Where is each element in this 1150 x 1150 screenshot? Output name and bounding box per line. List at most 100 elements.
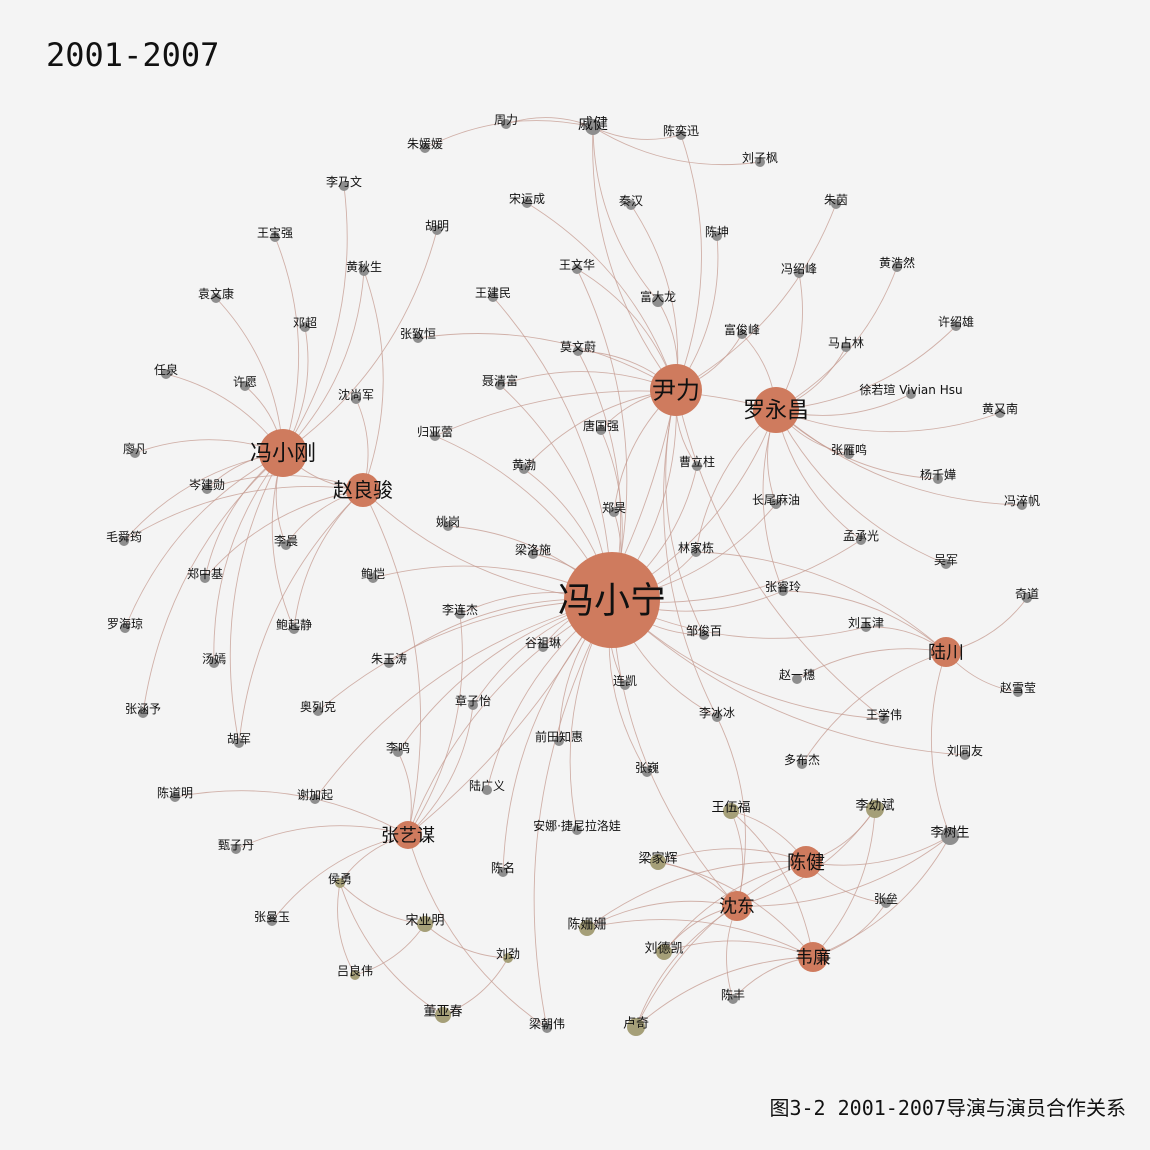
node-circle (488, 292, 498, 302)
node-label: 黄秋生 (346, 260, 382, 274)
node-circle (712, 231, 722, 241)
edge-wei_lian-lu_qi (635, 956, 814, 1028)
node-circle (841, 342, 851, 352)
node-label: 梁洛施 (515, 542, 551, 557)
edge-feng_xiaogang-huang_qiusheng (282, 270, 365, 454)
node-label: 陈道明 (157, 785, 193, 800)
node-xu-shaoxiong: 许绍雄 (938, 314, 974, 331)
node-wang-wufu: 王伍福 (711, 801, 751, 819)
node-circle (755, 157, 765, 167)
node-lv-liangwei: 吕良伟 (337, 963, 373, 980)
node-label: 谢加起 (297, 787, 333, 802)
node-circle (676, 130, 686, 140)
node-circle (794, 268, 804, 278)
node-circle (753, 387, 799, 433)
node-lin-jiadong: 林家栋 (678, 540, 714, 557)
node-label: 陈奕迅 (663, 123, 699, 138)
node-circle (771, 499, 781, 509)
node-circle (231, 844, 241, 854)
node-circle (368, 573, 378, 583)
node-label: 李连杰 (442, 602, 478, 617)
node-label: 宋运成 (509, 191, 545, 206)
node-circle (573, 346, 583, 356)
node-zhang-zhiheng: 张致恒 (400, 327, 436, 343)
node-circle (798, 942, 828, 972)
node-cao-lizhu: 曹立柱 (679, 454, 715, 471)
node-label: 冯淬帆 (1004, 493, 1040, 508)
node-label: 张致恒 (400, 327, 436, 341)
node-circle (892, 262, 902, 272)
node-gui-yalei: 归亚蕾 (417, 425, 453, 441)
edge-feng_xiaoning-xie_jiaqi (314, 599, 613, 800)
node-label: 陈姗姗 (567, 917, 606, 933)
node-xu-ruoxuan: 徐若瑄 Vivian Hsu (859, 382, 963, 399)
node-circle (240, 381, 250, 391)
node-huang-haoran: 黄浩然 (879, 255, 915, 272)
edge-hou_yong-dong_yachun (339, 882, 444, 1016)
node-circle (528, 549, 538, 559)
node-label: 王建民 (475, 286, 511, 300)
node-label: 黄又南 (982, 401, 1018, 416)
node-chen-feng: 陈丰 (721, 987, 745, 1004)
node-bao-qijing: 鲍起静 (276, 618, 312, 634)
node-circle (1017, 500, 1027, 510)
node-label: 王宝强 (257, 226, 293, 240)
node-label: 戚健 (578, 114, 608, 132)
edge-yin_li-zhang_zhiheng (417, 333, 677, 391)
node-xu-yuan: 许愿 (233, 375, 257, 391)
node-label: 吕良伟 (337, 963, 373, 978)
edge-shen_dong-li_shusheng (736, 835, 951, 907)
node-circle (699, 630, 709, 640)
edge-luo_yongchang-feng_zhengfan (775, 409, 1023, 506)
node-li-youbin: 李幼斌 (855, 799, 895, 818)
node-label: 陆川 (928, 642, 964, 663)
edge-wei_lian-li_shusheng (812, 835, 951, 958)
node-label: 朱玉涛 (371, 651, 407, 666)
node-mao-shunjun: 毛舜筠 (106, 529, 142, 546)
node-hou-yong: 侯勇 (328, 872, 352, 888)
node-circle (394, 821, 422, 849)
node-circle (417, 916, 433, 932)
node-label: 章子怡 (455, 693, 491, 708)
node-label: 谷祖琳 (525, 635, 561, 650)
node-label: 王文华 (559, 257, 595, 272)
node-circle (119, 536, 129, 546)
node-label: 董亚春 (423, 1005, 462, 1020)
node-zhang-wei: 张巍 (635, 761, 659, 777)
node-circle (737, 329, 747, 339)
node-label: 梁家辉 (638, 851, 677, 867)
node-label: 郑昊 (602, 500, 626, 515)
node-circle (627, 1018, 645, 1036)
node-label: 冯小刚 (250, 442, 316, 467)
node-label: 鲍恺 (361, 567, 385, 581)
node-label: 朱媛媛 (407, 137, 443, 151)
node-circle (420, 143, 430, 153)
edge-qi_jian-yin_li (592, 126, 677, 391)
node-circle (209, 658, 219, 668)
node-label: 张艺谋 (381, 825, 435, 846)
node-aoliekke: 奥列克 (300, 700, 336, 716)
node-dong-yachun: 董亚春 (423, 1005, 463, 1023)
edge-lu_chuan-lin_jiadong (695, 551, 947, 653)
node-hu-jun: 胡军 (227, 732, 251, 748)
edge-qi_jian-fu_dalong (592, 126, 659, 302)
node-circle (691, 547, 701, 557)
node-li-lianjie: 李连杰 (442, 602, 478, 619)
node-circle (792, 674, 802, 684)
edge-yin_li-wang_xuewei (675, 389, 885, 720)
node-circle (202, 484, 212, 494)
node-shen-dong: 沈东 (719, 891, 755, 921)
edge-hou_yong-lv_liangwei (337, 882, 356, 976)
node-label: 秦汉 (619, 194, 643, 208)
node-qi-dao: 奇道 (1015, 587, 1039, 603)
edge-yin_li-song_yuncheng (526, 202, 677, 391)
node-circle (620, 680, 630, 690)
node-zhen-zidan: 甄子丹 (218, 838, 254, 854)
node-hu-ming: 胡明 (425, 219, 449, 235)
node-huang-qiusheng: 黄秋生 (346, 260, 382, 276)
node-label: 李鸣 (386, 740, 410, 755)
edge-shen_dong-li_bingbing (716, 716, 746, 907)
node-circle (281, 540, 291, 550)
